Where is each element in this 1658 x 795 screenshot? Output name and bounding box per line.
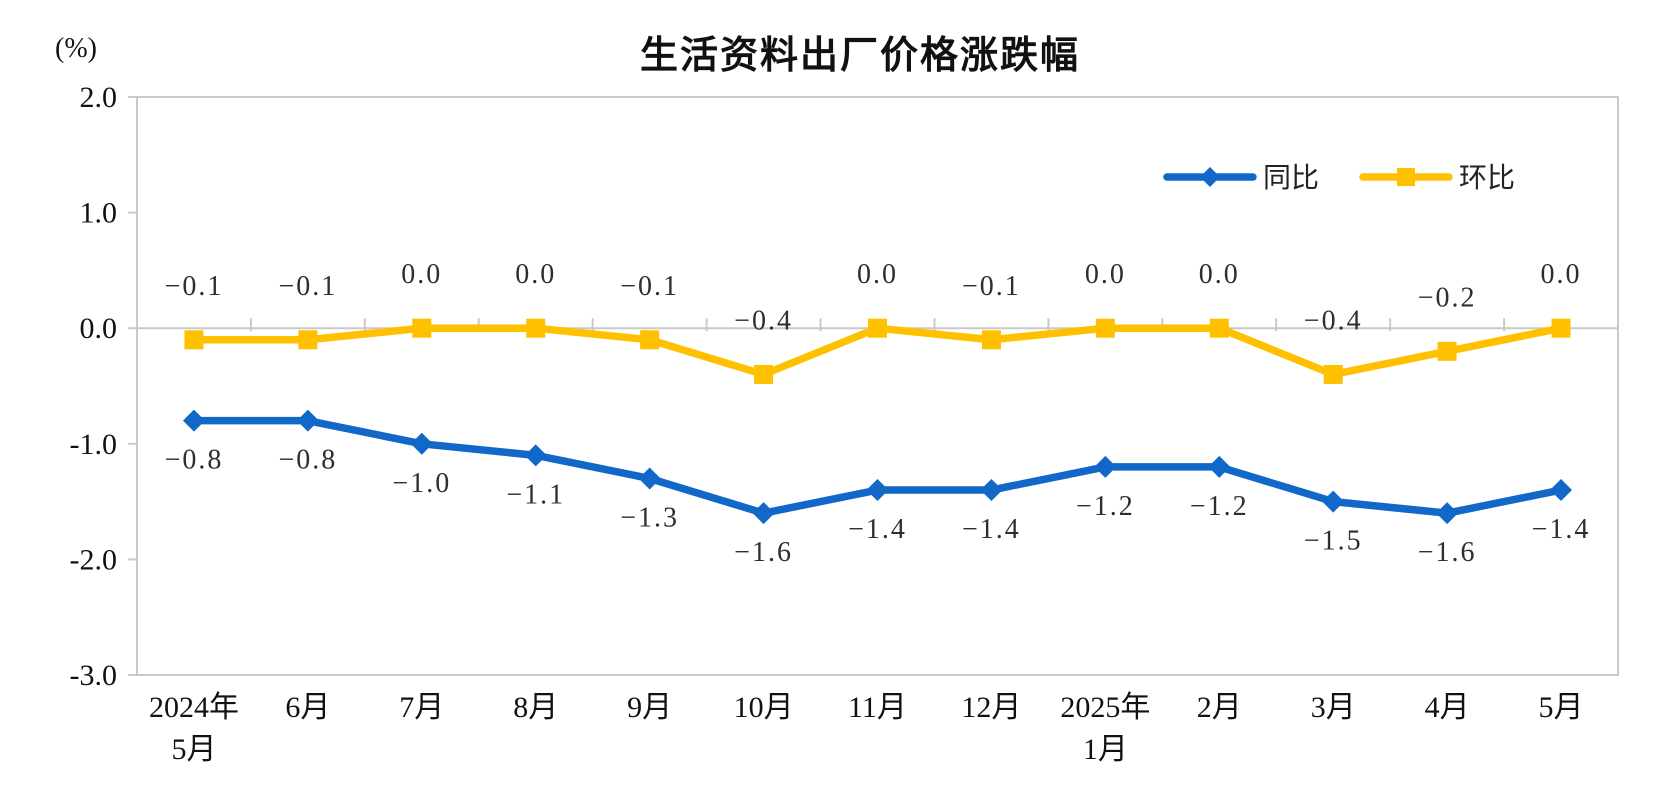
diamond-marker [1208,455,1231,478]
square-marker [640,330,660,350]
data-label: −0.2 [1418,282,1477,313]
x-axis-label: 3月 [1311,691,1356,724]
square-marker [1209,318,1229,338]
diamond-marker [1550,479,1573,502]
diamond-marker [1094,455,1117,478]
data-label: 0.0 [1085,259,1126,290]
data-label: −1.2 [1190,491,1249,522]
square-marker [526,318,546,338]
y-axis-tick-label: 2.0 [80,81,118,114]
data-label: 0.0 [401,259,442,290]
data-label: −0.4 [734,305,793,336]
data-label: −1.0 [392,468,451,499]
x-axis-label: 12月 [961,691,1021,724]
square-marker [1323,364,1343,384]
x-axis-label: 2月 [1197,691,1242,724]
x-axis-label: 1月 [1083,733,1128,766]
x-axis-label: 9月 [627,691,672,724]
square-marker [1551,318,1571,338]
y-axis-tick-label: -3.0 [70,659,118,692]
legend-label-同比: 同比 [1263,162,1319,193]
chart-title: 生活资料出厂价格涨跌幅 [639,35,1080,77]
diamond-marker [752,502,775,525]
plot-border [136,96,1619,676]
diamond-marker [182,409,205,432]
y-axis-tick-label: 1.0 [80,197,118,230]
diamond-marker [524,444,547,467]
diamond-marker [1436,502,1459,525]
data-label: −0.1 [962,271,1021,302]
diamond-marker [866,479,889,502]
data-label: −0.8 [165,445,224,476]
data-label: −0.1 [165,271,224,302]
x-axis-label: 2025年 [1060,691,1150,724]
x-axis-label: 2024年 [149,691,239,724]
legend-label-环比: 环比 [1459,162,1515,193]
diamond-marker [1322,490,1345,513]
x-axis-label: 7月 [399,691,444,724]
data-label: −1.1 [506,479,565,510]
diamond-marker [410,432,433,455]
square-marker [1095,318,1115,338]
y-axis-tick-label: 0.0 [80,312,118,345]
data-label: 0.0 [515,259,556,290]
data-label: 0.0 [857,259,898,290]
x-axis-label: 5月 [1539,691,1584,724]
y-axis-tick-label: -1.0 [70,428,118,461]
data-label: −1.4 [1532,514,1591,545]
data-label: −0.8 [278,445,337,476]
x-axis-label: 11月 [848,691,907,724]
data-label: −0.1 [278,271,337,302]
square-marker [184,330,204,350]
diamond-marker [638,467,661,490]
y-axis-unit-label: (%) [55,33,97,64]
data-label: −0.1 [620,271,679,302]
legend-square-marker [1397,168,1415,186]
data-label: 0.0 [1199,259,1240,290]
x-axis-label: 4月 [1425,691,1470,724]
diamond-marker [980,479,1003,502]
data-label: −1.6 [1418,537,1477,568]
square-marker [412,318,432,338]
square-marker [981,330,1001,350]
data-label: −1.6 [734,537,793,568]
x-axis-label: 6月 [285,691,330,724]
square-marker [754,364,774,384]
square-marker [1437,341,1457,361]
y-axis-tick-label: -2.0 [70,543,118,576]
data-label: −1.4 [848,514,907,545]
legend-diamond-marker [1200,167,1220,187]
data-label: −1.5 [1304,526,1363,557]
diamond-marker [296,409,319,432]
square-marker [298,330,318,350]
x-axis-label: 8月 [513,691,558,724]
square-marker [868,318,887,338]
data-label: −1.3 [620,502,679,533]
data-label: −1.4 [962,514,1021,545]
data-label: 0.0 [1541,259,1582,290]
data-label: −0.4 [1304,305,1363,336]
x-axis-label: 10月 [734,691,794,724]
data-label: −1.2 [1076,491,1135,522]
x-axis-label: 5月 [171,733,216,766]
